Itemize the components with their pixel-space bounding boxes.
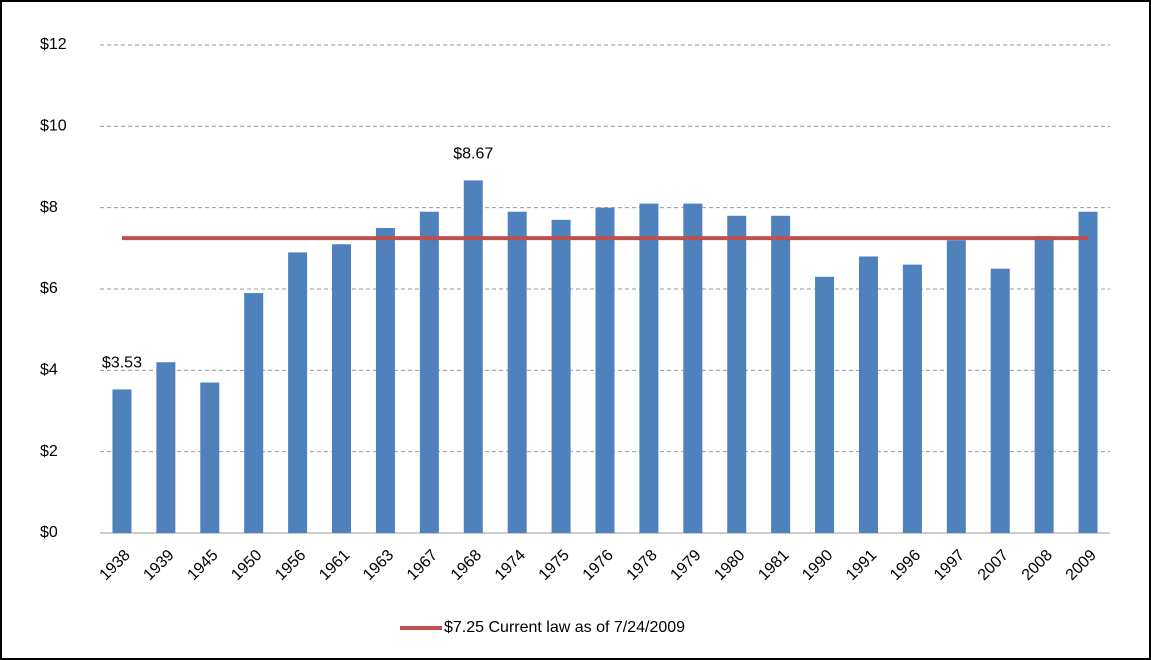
bar — [683, 203, 703, 533]
bar — [1078, 211, 1098, 533]
bar — [990, 268, 1010, 533]
bar — [112, 389, 132, 533]
y-tick-label: $6 — [40, 280, 58, 297]
bar — [551, 219, 571, 533]
data-label: $3.53 — [102, 355, 142, 372]
data-label: $8.67 — [453, 146, 493, 163]
y-tick-label: $0 — [40, 524, 58, 541]
y-tick-label: $8 — [40, 199, 58, 216]
legend-label: $7.25 Current law as of 7/24/2009 — [444, 619, 685, 636]
bar — [771, 215, 791, 534]
bar — [595, 207, 615, 533]
y-tick-label: $2 — [40, 443, 58, 460]
bar — [200, 382, 220, 533]
bar — [639, 203, 659, 533]
bar — [902, 264, 922, 533]
bar — [332, 244, 352, 533]
bar — [375, 228, 395, 533]
bar — [1034, 236, 1054, 533]
bar — [463, 180, 483, 534]
bar — [815, 276, 835, 533]
bar — [858, 256, 878, 533]
y-tick-label: $4 — [40, 362, 58, 379]
bar — [419, 211, 439, 533]
bar — [507, 211, 527, 533]
bar — [727, 215, 747, 534]
bar — [946, 240, 966, 533]
y-tick-label: $12 — [40, 36, 67, 53]
y-tick-label: $10 — [40, 118, 67, 135]
bar — [288, 252, 308, 533]
bar — [156, 362, 176, 533]
bar — [244, 293, 264, 533]
